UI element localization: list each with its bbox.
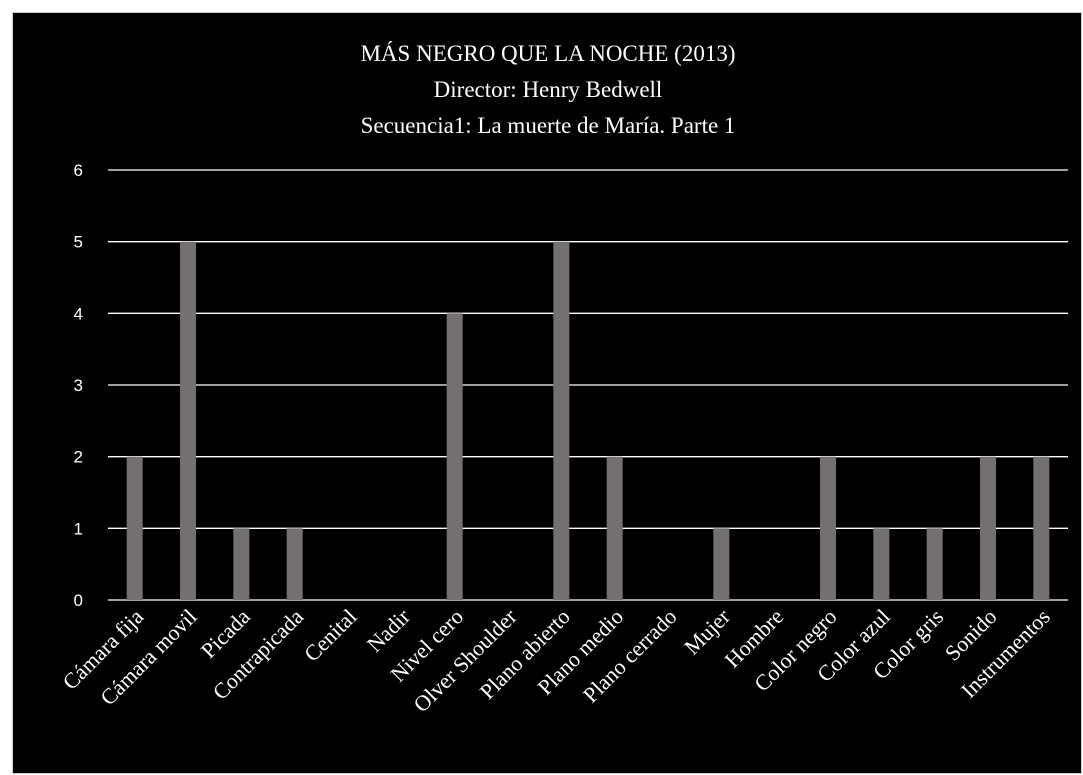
bar-13 (820, 456, 836, 600)
x-tick-label-4: Cenital (299, 604, 362, 667)
bar-6 (446, 313, 463, 600)
chart-subtitle-director: Director: Henry Bedwell (433, 77, 663, 102)
bar-11 (713, 528, 730, 600)
bar-16 (980, 456, 996, 600)
y-tick-label-1: 1 (74, 519, 83, 538)
chart-frame: MÁS NEGRO QUE LA NOCHE (2013) Director: … (12, 12, 1082, 774)
y-tick-label-3: 3 (74, 376, 83, 395)
bar-0 (126, 456, 143, 600)
bar-2 (233, 528, 250, 600)
bar-8 (553, 241, 570, 600)
bar-15 (926, 528, 943, 600)
y-tick-label-0: 0 (74, 591, 83, 610)
y-tick-label-5: 5 (74, 233, 83, 252)
bar-3 (286, 528, 303, 600)
y-tick-label-6: 6 (74, 161, 83, 180)
bar-9 (606, 456, 623, 600)
bar-14 (873, 528, 890, 600)
bar-1 (180, 241, 196, 600)
y-tick-label-2: 2 (74, 448, 83, 467)
chart-subtitle-sequence: Secuencia1: La muerte de María. Parte 1 (360, 113, 736, 138)
bar-17 (1033, 456, 1050, 600)
y-tick-label-4: 4 (74, 304, 83, 323)
chart-title: MÁS NEGRO QUE LA NOCHE (2013) (360, 41, 736, 66)
